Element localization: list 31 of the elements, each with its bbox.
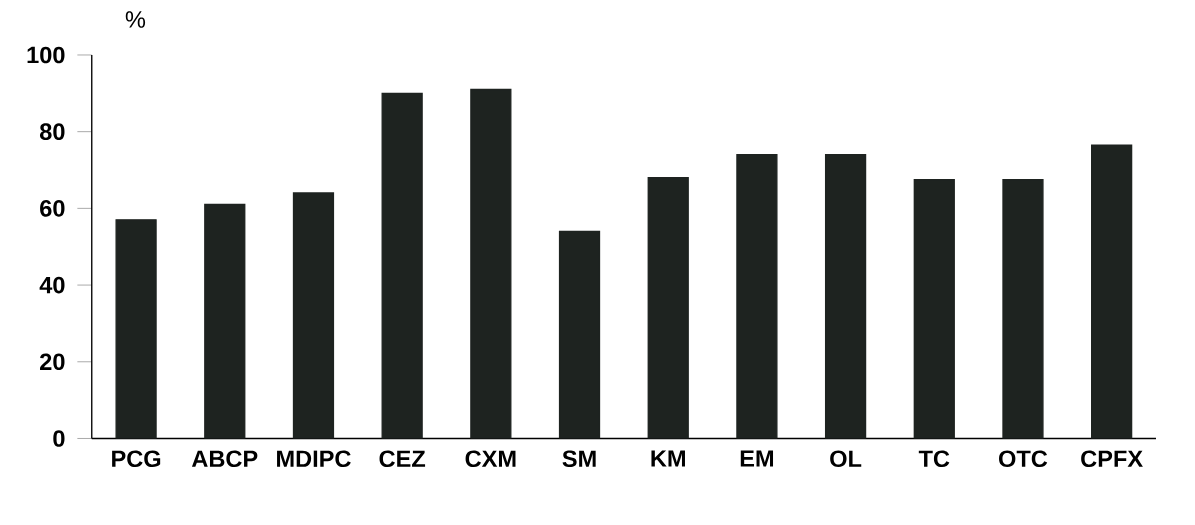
bar: [470, 88, 512, 439]
bar: [115, 218, 157, 439]
y-tick-label: 80: [39, 123, 65, 140]
x-tick-label: PCG: [112, 450, 161, 467]
bar: [647, 176, 689, 439]
x-tick-label: OTC: [999, 450, 1048, 467]
x-tick-label: CPFX: [1081, 450, 1143, 467]
bar: [292, 192, 335, 439]
bar: [204, 203, 246, 439]
bar: [381, 92, 423, 439]
x-tick-label: MDIPC: [277, 450, 351, 467]
x-tick-label: CEZ: [379, 450, 426, 467]
x-tick-label: KM: [651, 450, 685, 467]
y-tick-label: 100: [27, 46, 65, 64]
y-tick-label: 20: [40, 353, 65, 370]
y-tick-label: 0: [53, 429, 65, 447]
bar: [913, 178, 955, 439]
y-tick-label: 60: [40, 199, 65, 217]
x-tick-label: OL: [830, 450, 862, 467]
bar: [1091, 144, 1133, 439]
x-tick-label: SM: [562, 450, 596, 467]
y-tick-label: 40: [39, 276, 65, 294]
x-tick-label: TC: [918, 450, 950, 467]
bar: [736, 153, 778, 439]
bar: [558, 230, 601, 439]
x-tick-label: CXM: [465, 450, 516, 467]
bar: [824, 153, 867, 439]
x-tick-label: EM: [740, 450, 774, 467]
x-tick-label: ABCP: [191, 450, 258, 467]
y-axis-title: %: [125, 11, 146, 28]
bar: [1002, 178, 1044, 439]
